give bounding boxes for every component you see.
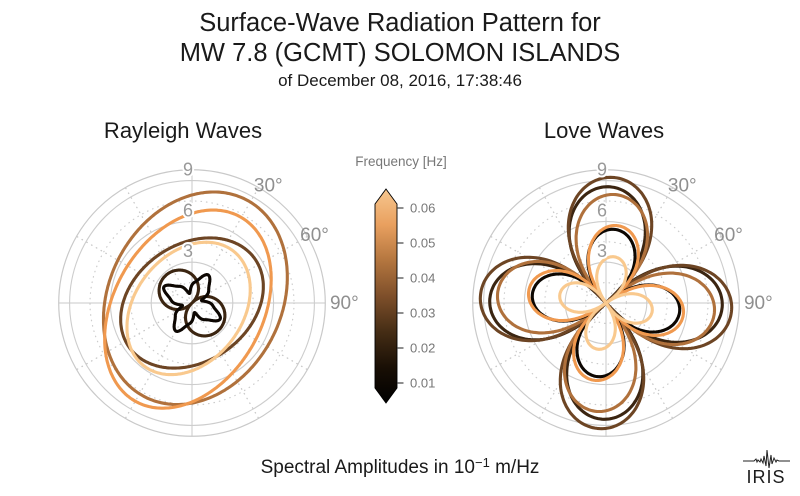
colorbar-tick-label: 0.04 [410,271,435,286]
colorbar-tick-label: 0.05 [410,236,435,251]
colorbar-tick-label: 0.03 [410,306,435,321]
love-plot: 3 6 9 30° 60° 90° [472,158,773,437]
colorbar-ticks: 0.06 0.05 0.04 0.03 0.02 0.01 [397,201,435,391]
polar-spoke-dotted [191,235,309,304]
radiation-curve-0.01hz [162,273,222,333]
colorbar: Frequency [Hz] 0.06 0.05 0.04 0.03 0.02 0.01 [355,154,447,404]
theta-tick-label: 30° [254,176,283,197]
polar-grid-circle-minor [89,200,295,406]
title-line-2: MW 7.8 (GCMT) SOLOMON ISLANDS [179,39,621,67]
polar-grid-circle [150,261,234,345]
colorbar-tick-label: 0.02 [410,341,435,356]
footer-prefix: Spectral Amplitudes in 10 [260,457,475,478]
polar-grid-circle-minor [584,282,627,325]
radial-tick-label: 9 [183,160,193,180]
iris-logo-text: IRIS [746,467,785,487]
title-line-3: of December 08, 2016, 17:38:46 [278,71,522,90]
polar-spoke-dotted [75,235,193,304]
polar-grid-circle [564,261,648,345]
polar-grid-circle-minor [503,200,709,406]
footer-exponent: −1 [474,455,490,470]
rayleigh-plot: 3 6 9 30° 60° 90° [58,158,359,437]
colorbar-tick-label: 0.06 [410,201,435,216]
polar-spoke-dotted [124,186,193,304]
polar-spoke-dotted [605,302,723,371]
colorbar-gradient-bar [374,188,398,404]
radiation-curve-0.06hz [125,240,252,377]
polar-grid-circle [483,180,729,426]
polar-charts-layer: 3 6 9 30° 60° 90° 3 6 9 30° 60° 90° [58,158,773,437]
radiation-curve-0.05hz [526,223,686,383]
theta-tick-label: 60° [300,225,329,246]
title-line-1: Surface-Wave Radiation Pattern for [199,9,601,37]
polar-spoke-dotted [124,302,193,420]
theta-tick-label: 30° [668,176,697,197]
theta-tick-label: 90° [330,293,359,314]
polar-spoke-dotted [191,302,260,420]
radiation-curve-0.04hz [101,190,289,407]
colorbar-tick-label: 0.01 [410,376,435,391]
radiation-curve-0.05hz [103,208,273,410]
rayleigh-plot-title: Rayleigh Waves [103,118,263,143]
polar-grid-circle [69,180,315,426]
polar-spoke-dotted [489,235,607,304]
polar-grid-circle-minor [544,241,668,365]
radiation-curve-0.04hz [495,192,717,414]
colorbar-title: Frequency [Hz] [355,154,447,169]
radiation-curve-0.03hz [478,175,734,431]
polar-spoke-dotted [538,302,607,420]
radial-tick-label: 6 [597,200,607,220]
figure-title: Surface-Wave Radiation Pattern for MW 7.… [0,8,800,92]
theta-tick-label: 90° [744,293,773,314]
polar-spoke-dotted [75,302,193,371]
theta-tick-label: 60° [714,225,743,246]
iris-logo: IRIS [743,449,790,487]
polar-grid-circle [523,220,689,386]
radial-tick-label: 3 [183,241,193,261]
radial-tick-label: 9 [597,160,607,180]
radial-tick-label: 6 [183,200,193,220]
radiation-curve-0.06hz [558,255,654,351]
love-plot-title: Love Waves [543,118,665,143]
polar-spoke-dotted [191,302,309,371]
polar-spoke-dotted [605,186,674,304]
iris-seismogram-icon [743,449,790,469]
footer-suffix: m/Hz [489,457,540,478]
footer-caption: Spectral Amplitudes in 10−1 m/Hz [0,455,800,479]
radial-tick-label: 3 [597,241,607,261]
radiation-curve-0.02hz [157,268,227,338]
radiation-curve-0.03hz [119,236,265,370]
